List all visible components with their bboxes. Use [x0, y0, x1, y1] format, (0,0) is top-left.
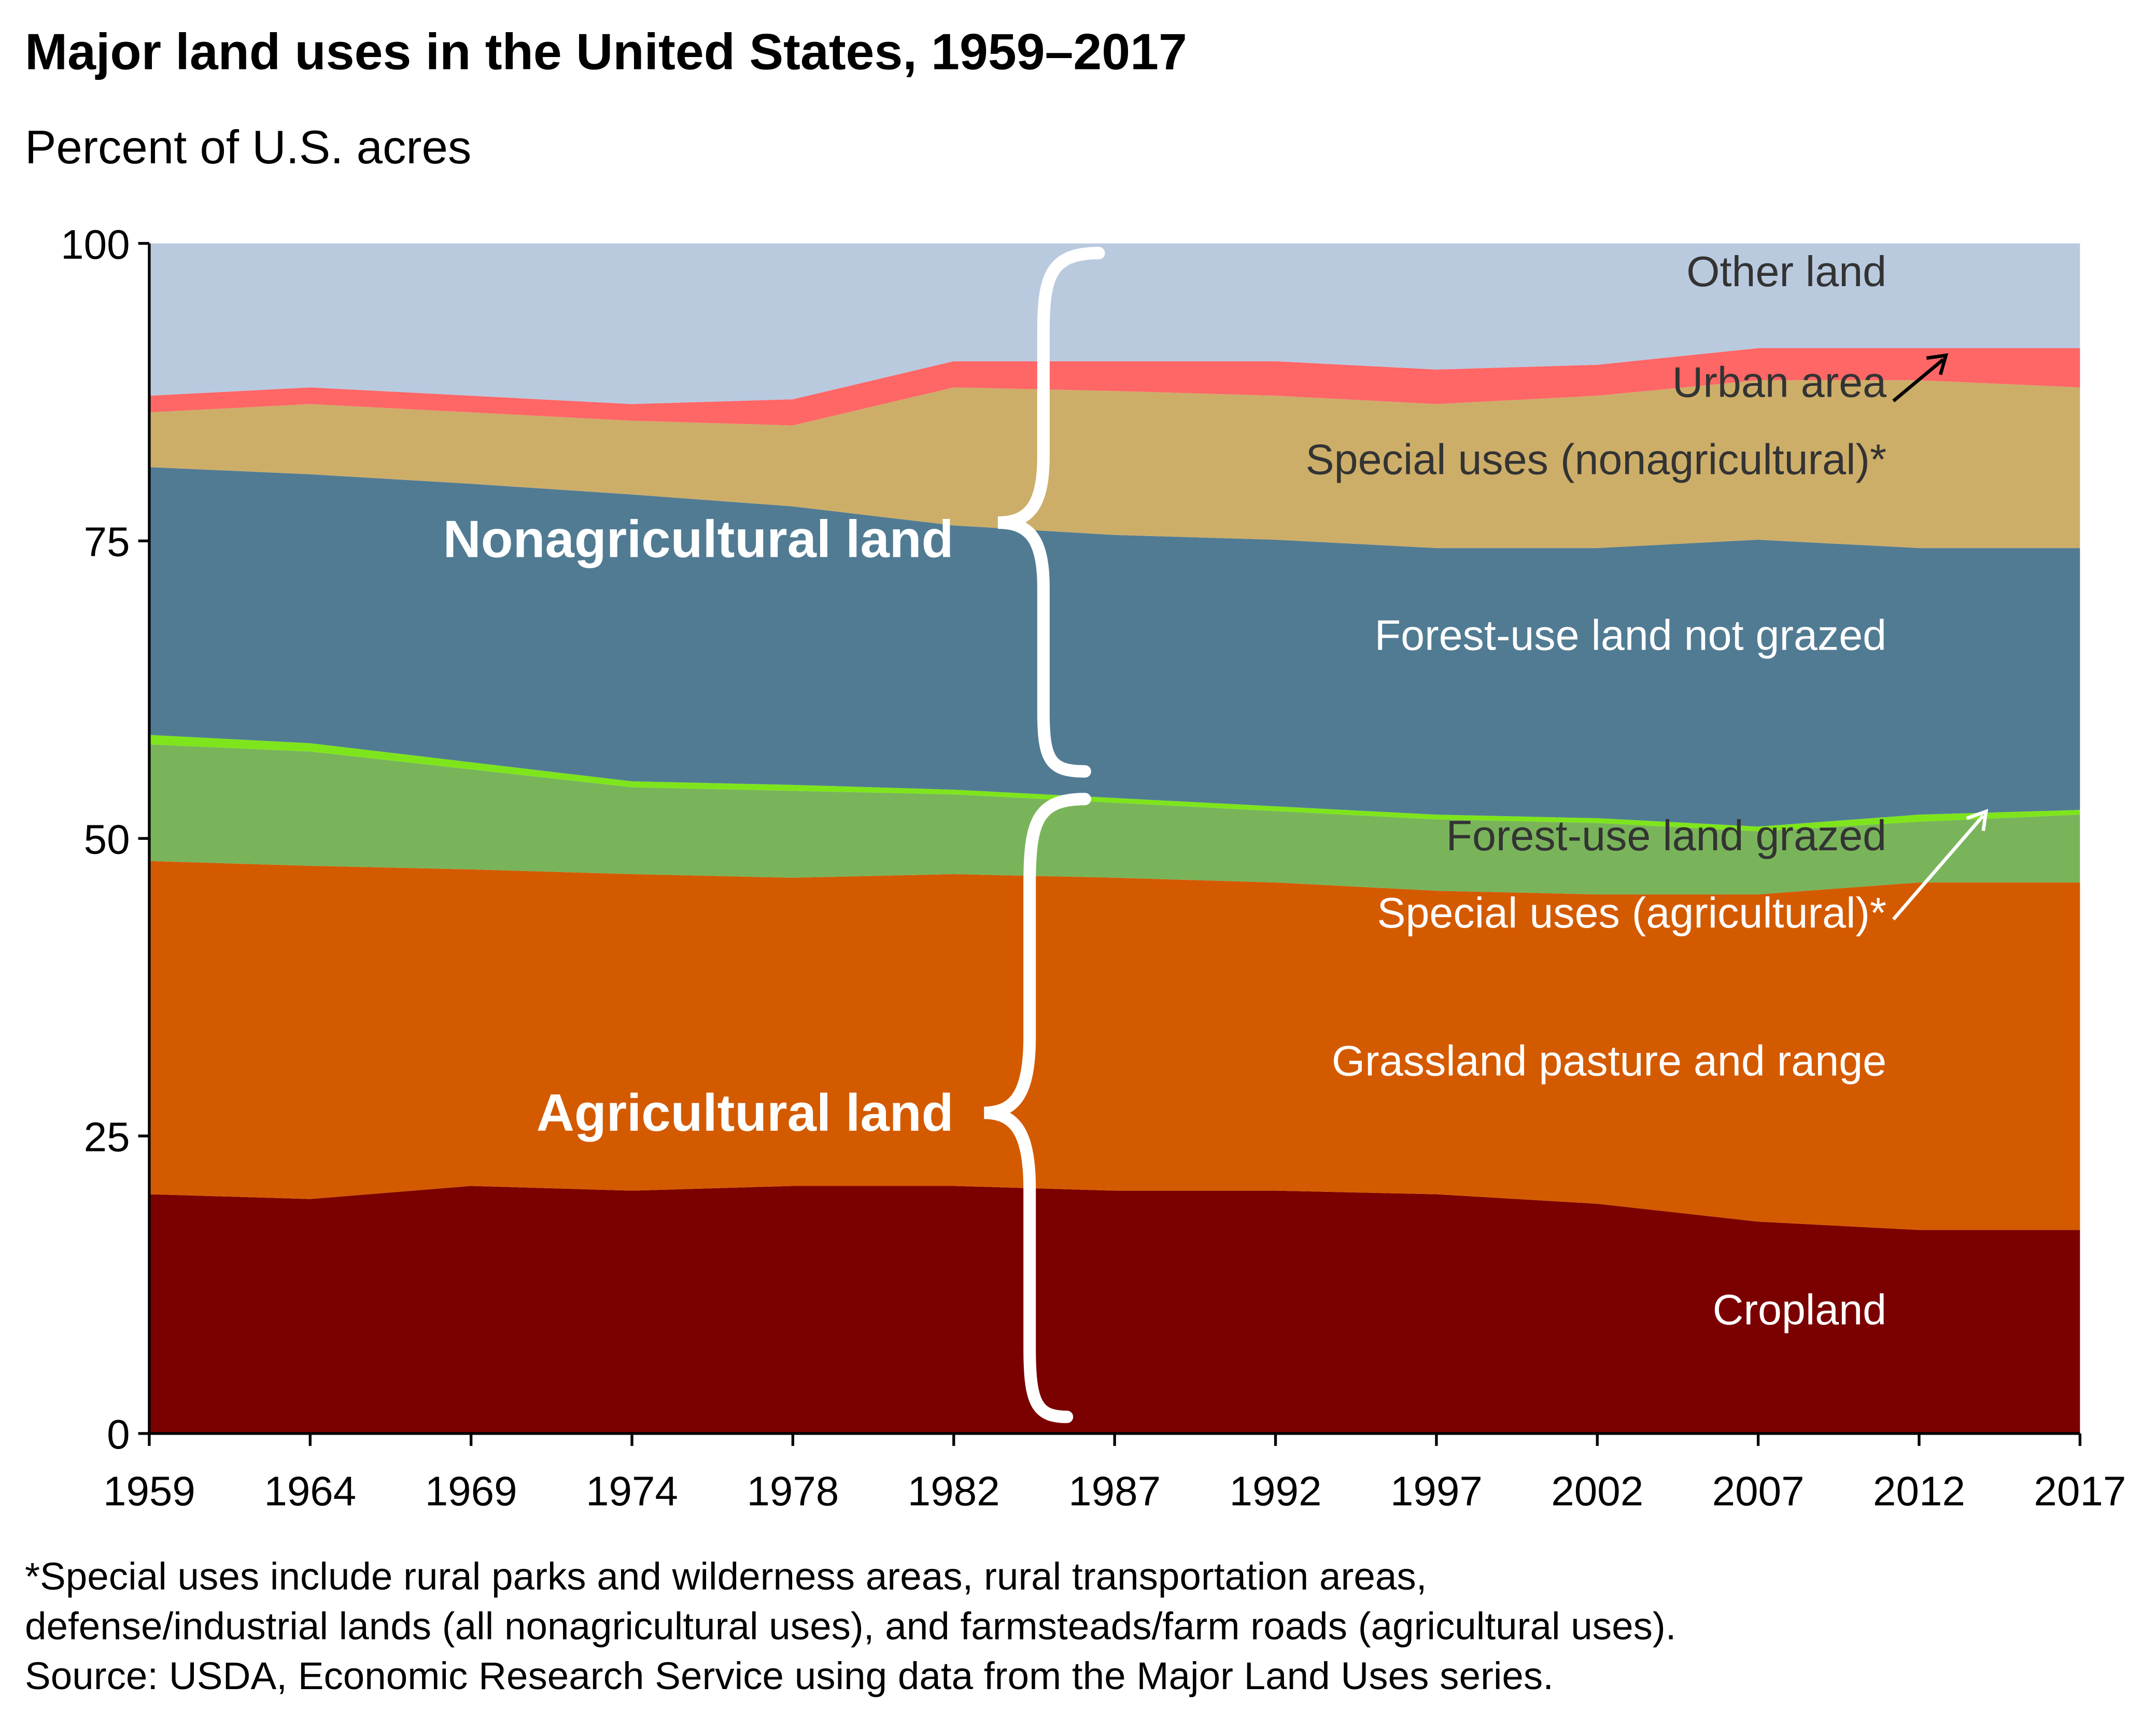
x-tick-label: 1964 [264, 1468, 356, 1514]
annotation: Nonagricultural land [443, 510, 954, 569]
x-tick-label: 2002 [1551, 1468, 1643, 1514]
y-tick-label: 0 [107, 1411, 130, 1457]
x-tick-label: 1987 [1068, 1468, 1161, 1514]
series-label: Cropland [1713, 1285, 1886, 1333]
x-tick-label: 2017 [2034, 1468, 2126, 1514]
x-tick-label: 1997 [1390, 1468, 1483, 1514]
area [149, 380, 2080, 549]
x-tick-label: 1978 [746, 1468, 839, 1514]
special-ag-arrow [1892, 814, 1985, 921]
source: Source: USDA, Economic Research Service … [25, 1654, 1554, 1697]
footnote: defense/industrial lands (all nonagricul… [25, 1604, 1676, 1648]
x-tick-label: 1959 [103, 1468, 195, 1514]
y-tick-label: 75 [84, 519, 130, 565]
chart-subtitle: Percent of U.S. acres [25, 121, 471, 174]
x-tick-label: 1969 [425, 1468, 517, 1514]
area [149, 348, 2080, 426]
x-tick-label: 2012 [1873, 1468, 1965, 1514]
y-tick-label: 25 [84, 1114, 130, 1160]
y-tick-label: 100 [61, 221, 130, 268]
series-label: Special uses (nonagricultural)* [1306, 435, 1887, 484]
ag-brace [983, 793, 1091, 1423]
series-label: Grassland pasture and range [1332, 1036, 1886, 1085]
footnote: *Special uses include rural parks and wi… [25, 1554, 1427, 1598]
annotation: Agricultural land [537, 1084, 954, 1142]
series-label: Special uses (agricultural)* [1377, 889, 1886, 937]
urban-arrow [1892, 358, 1944, 402]
series-label: Urban area [1672, 358, 1886, 406]
axes: 0 25 50 75 100 1959 1964 1969 1974 1978 1982 1987 19… [61, 221, 2126, 1514]
urban-arrowhead [1926, 353, 1949, 375]
area [149, 744, 2080, 895]
area [149, 735, 2080, 832]
series-label: Forest-use land not grazed [1375, 611, 1886, 659]
chart-title: Major land uses in the United States, 19… [25, 23, 1187, 80]
x-tick-label: 1982 [908, 1468, 1000, 1514]
overlay: Nonagricultural land Agricultural land C… [443, 247, 1989, 1423]
x-tick-label: 1974 [586, 1468, 678, 1514]
x-tick-label: 1992 [1230, 1468, 1322, 1514]
nonag-brace [997, 247, 1105, 778]
area [149, 861, 2080, 1230]
x-tick-label: 2007 [1712, 1468, 1805, 1514]
area [149, 467, 2080, 827]
series-label: Other land [1686, 247, 1886, 296]
area [149, 1186, 2080, 1434]
area [149, 243, 2080, 404]
series-label: Forest-use land grazed [1446, 811, 1886, 860]
special-ag-arrowhead [1966, 809, 1989, 831]
areas [149, 243, 2080, 1434]
y-tick-label: 50 [84, 817, 130, 863]
